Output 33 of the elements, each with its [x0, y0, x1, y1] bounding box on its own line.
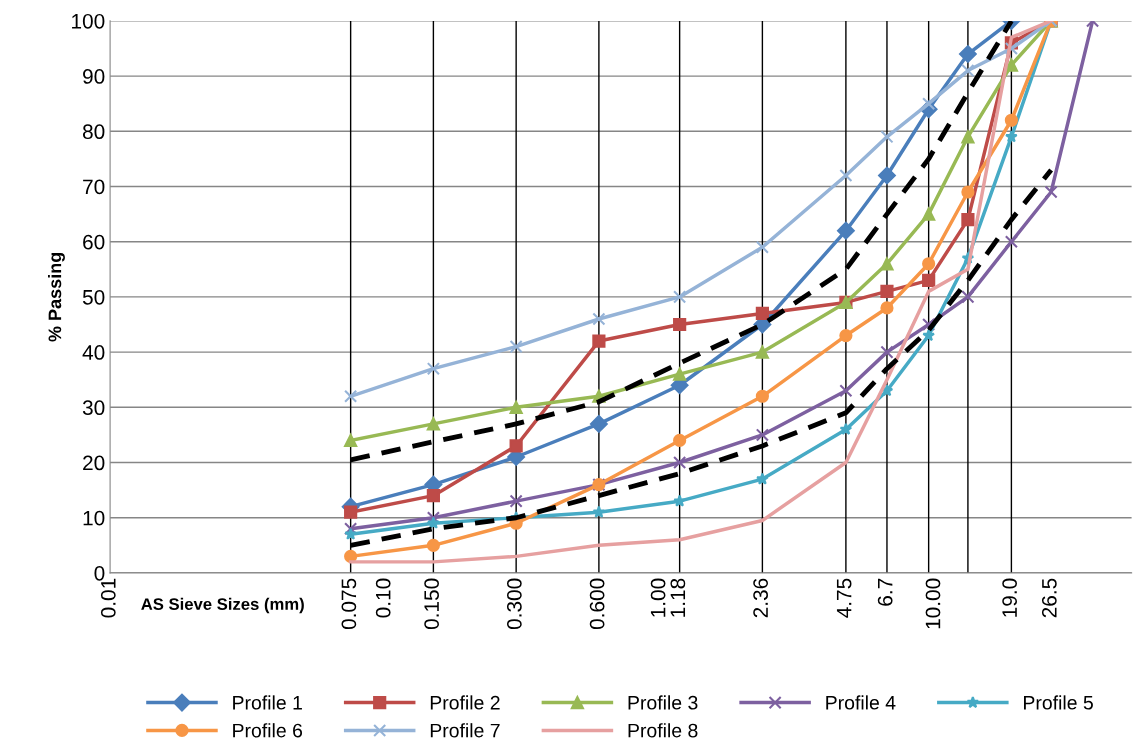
x-tick-label: 0.10: [375, 578, 391, 618]
x-axis-title: AS Sieve Sizes (mm): [141, 597, 304, 614]
legend-label: Profile 8: [628, 723, 698, 738]
legend-label: Profile 2: [430, 695, 500, 710]
y-tick-label: 70: [83, 179, 105, 195]
legend-label: Profile 5: [1024, 695, 1093, 710]
y-tick-label: 10: [83, 510, 105, 526]
y-tick-label: 50: [82, 289, 105, 305]
legend-label: Profile 4: [826, 695, 896, 710]
x-tick-label: 0.300: [506, 578, 522, 630]
x-tick-label: 1.00: [650, 578, 666, 617]
x-tick-label: 0.075: [341, 578, 357, 630]
y-tick-label: 40: [82, 345, 105, 360]
y-tick-label: 60: [83, 234, 105, 250]
y-tick-label: 80: [82, 124, 105, 140]
legend-label: Profile 6: [233, 723, 303, 738]
y-tick-label: 100: [72, 13, 105, 29]
x-tick-label: 26.5: [1041, 578, 1057, 618]
x-tick-label: 6.7: [877, 578, 893, 606]
legend-label: Profile 1: [233, 695, 302, 710]
x-tick-label: 4.75: [836, 578, 852, 618]
legend-label: Profile 7: [430, 723, 500, 738]
x-tick-label: 19.0: [1002, 578, 1017, 617]
x-tick-label: 0.600: [589, 578, 605, 630]
y-axis-title: % Passing: [48, 252, 65, 342]
x-tick-label: 2.36: [753, 578, 768, 618]
x-tick-label: 0.150: [424, 578, 439, 630]
y-tick-label: 20: [83, 455, 105, 471]
y-tick-label: 30: [82, 400, 105, 416]
x-tick-label: 10.00: [925, 578, 941, 629]
y-tick-label: 90: [83, 69, 105, 84]
legend-label: Profile 3: [628, 695, 698, 710]
x-tick-label: 1.18: [670, 578, 686, 617]
